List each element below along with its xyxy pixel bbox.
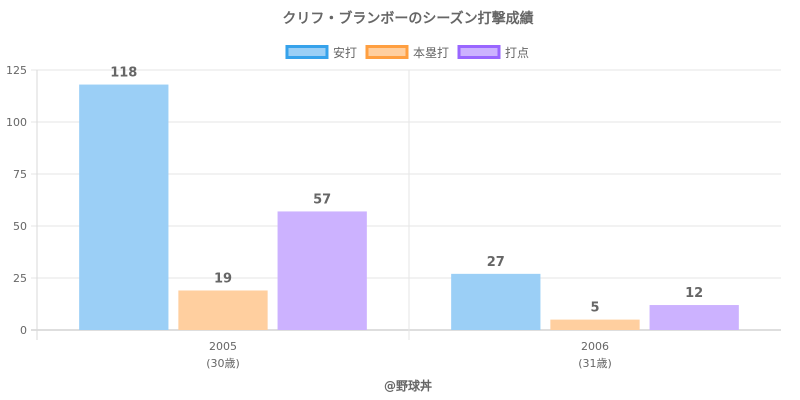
bar[interactable] [79, 84, 169, 330]
bar[interactable] [550, 319, 640, 330]
bar[interactable] [649, 305, 739, 330]
bar[interactable] [277, 211, 367, 330]
data-label: 12 [685, 286, 703, 301]
legend-item[interactable]: 本塁打 [365, 45, 449, 60]
x-tick-label: 2005 [209, 340, 237, 353]
y-tick-label: 25 [13, 272, 27, 285]
legend-swatch [285, 45, 329, 59]
data-label: 57 [313, 192, 331, 207]
legend-label: 本塁打 [413, 46, 449, 60]
y-tick-label: 125 [6, 64, 27, 77]
x-tick-sublabel: (31歳) [578, 357, 612, 370]
legend-label: 打点 [505, 46, 529, 60]
legend-swatch [457, 45, 501, 59]
y-tick-label: 75 [13, 168, 27, 181]
bars [79, 84, 739, 330]
footer-credit: @野球丼 [384, 378, 432, 393]
bar[interactable] [451, 273, 541, 330]
data-label: 118 [110, 66, 137, 81]
data-labels: 118 19 57 27 5 12 [110, 66, 703, 316]
x-tick-sublabel: (30歳) [206, 357, 240, 370]
y-axis: 0 25 50 75 100 125 [6, 64, 27, 337]
y-tick-label: 0 [20, 324, 27, 337]
bar[interactable] [178, 290, 268, 330]
legend-swatch [365, 45, 409, 59]
legend-label: 安打 [333, 45, 357, 60]
legend-item[interactable]: 安打 [285, 45, 357, 60]
data-label: 27 [487, 255, 505, 270]
chart-title: クリフ・ブランボーのシーズン打撃成績 [282, 10, 533, 27]
y-tick-label: 50 [13, 220, 27, 233]
data-label: 5 [590, 301, 599, 316]
x-axis: 2005 (30歳) 2006 (31歳) [206, 340, 612, 370]
data-label: 19 [214, 271, 232, 286]
legend: 安打 本塁打 打点 [285, 45, 529, 60]
y-tick-label: 100 [6, 116, 27, 129]
x-tick-label: 2006 [581, 340, 609, 353]
legend-item[interactable]: 打点 [457, 45, 529, 60]
